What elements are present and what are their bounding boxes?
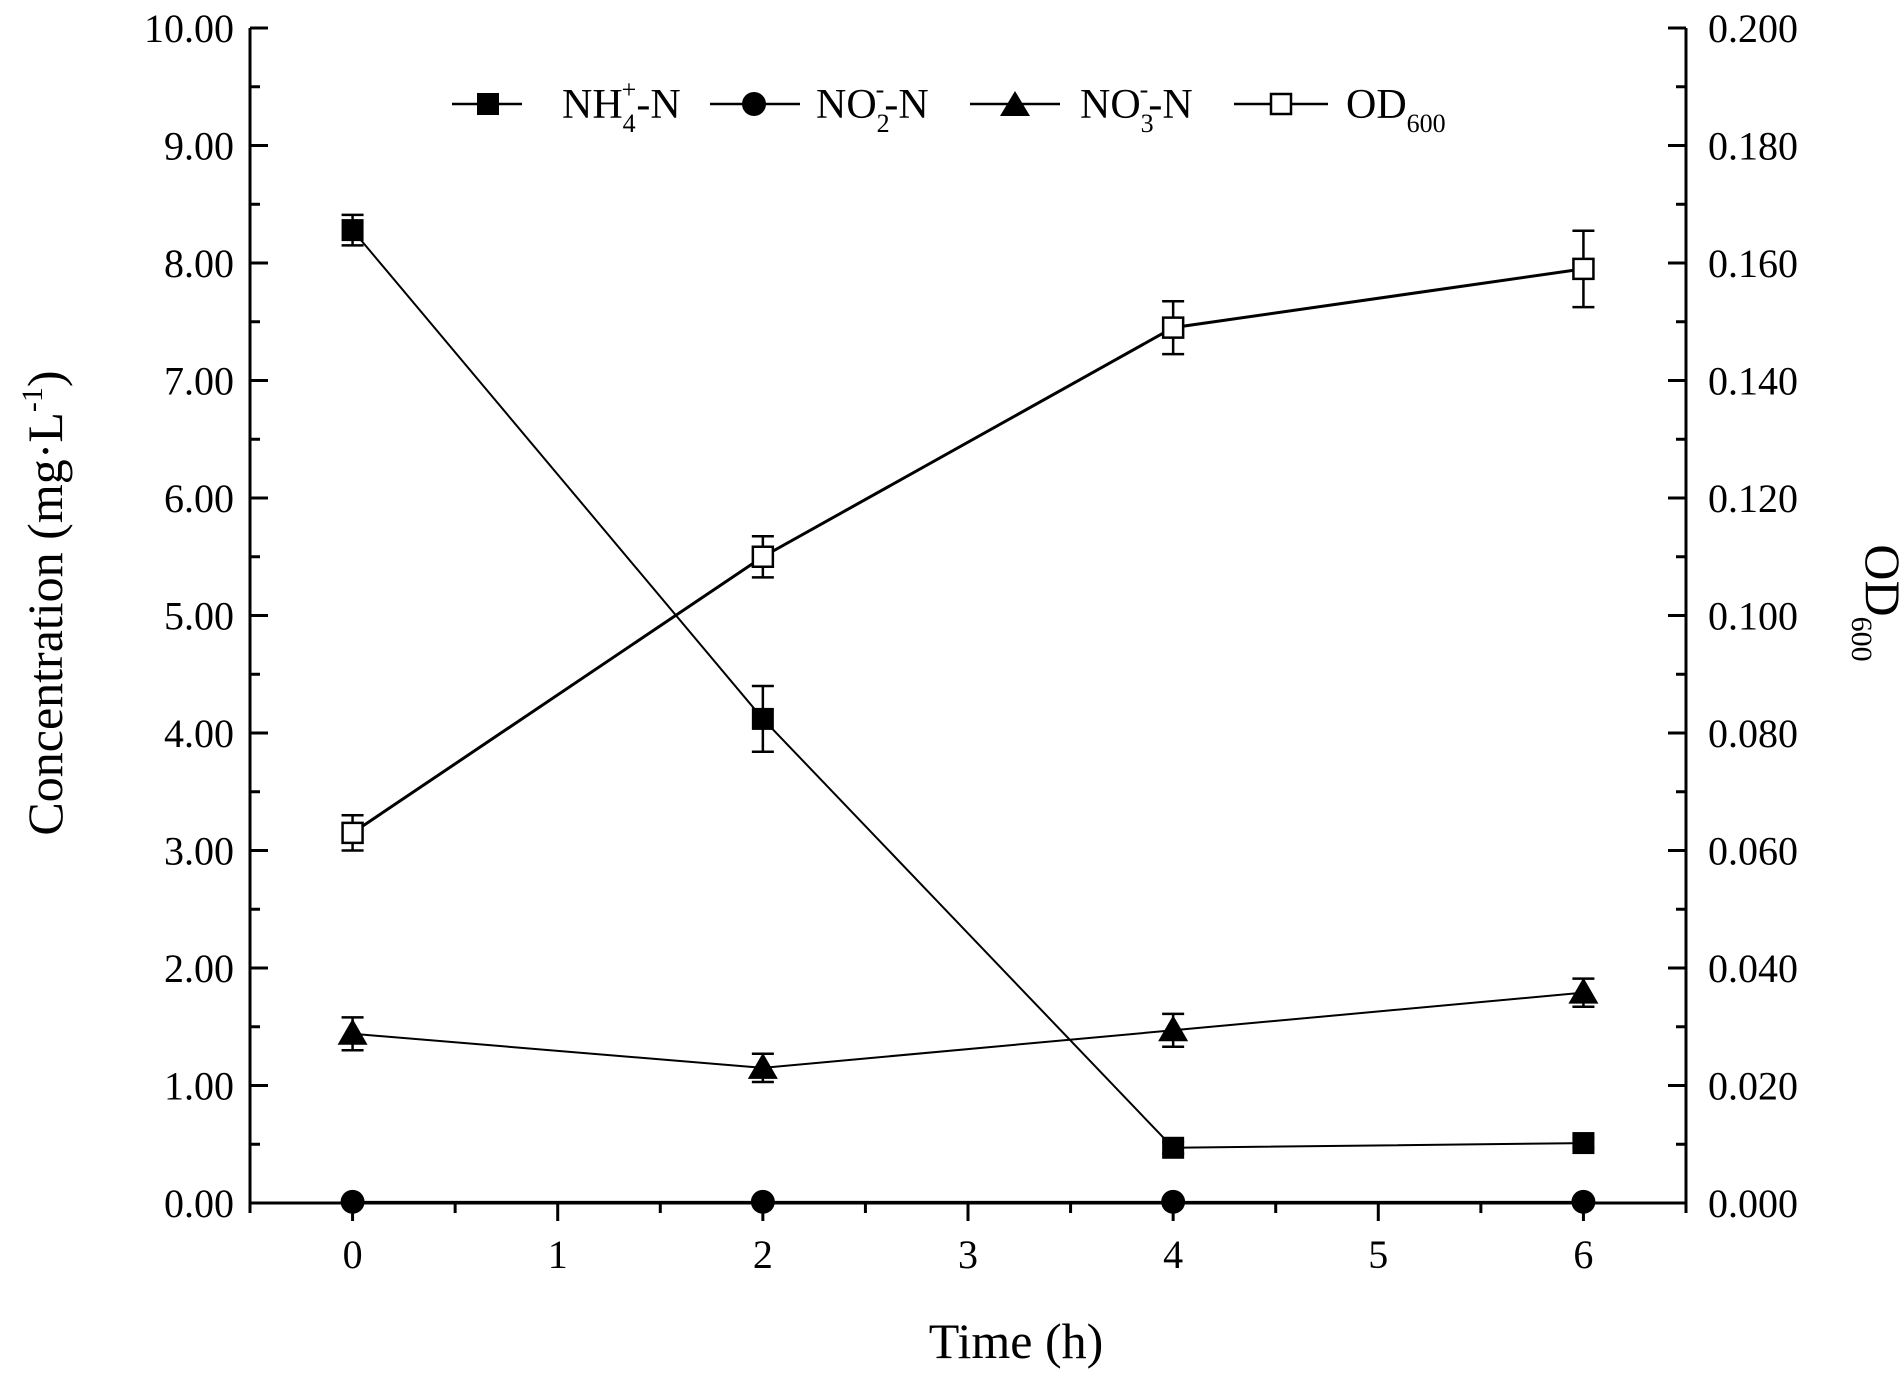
left-axis-title-sup: -1: [16, 387, 49, 412]
legend-marker-od: [1269, 92, 1293, 116]
right-tick-label: 0.060: [1708, 829, 1798, 874]
x-tick-label: 0: [343, 1232, 363, 1277]
left-tick-label: 6.00: [164, 476, 234, 521]
data-point-nh4: [1162, 1136, 1185, 1159]
right-tick-label: 0.200: [1708, 6, 1798, 51]
data-point-od: [1161, 316, 1185, 339]
series-no2: [340, 1189, 1596, 1214]
data-point-nh4: [751, 707, 774, 730]
x-tick-label: 5: [1368, 1232, 1388, 1277]
x-tick-label: 2: [753, 1232, 773, 1277]
right-axis-title-group: OD600: [1845, 544, 1901, 661]
right-tick-label: 0.080: [1708, 711, 1798, 756]
left-tick-label: 2.00: [164, 946, 234, 991]
right-axis-title-main: OD: [1855, 544, 1901, 616]
series-nh4: [341, 213, 1595, 1159]
right-tick-label: 0.000: [1708, 1181, 1798, 1226]
legend-item-no2: NO2--N: [710, 75, 929, 138]
series-no3: [337, 977, 1599, 1084]
x-axis-title: Time (h): [929, 1313, 1104, 1369]
legend-label-nh4: NH4+-N: [562, 75, 681, 138]
data-point-no3: [1158, 1015, 1189, 1042]
left-tick-label: 9.00: [164, 124, 234, 169]
left-tick-label: 5.00: [164, 594, 234, 639]
left-axis-title-group: Concentration (mg·L-1): [16, 370, 73, 835]
series-line-od: [351, 267, 1584, 835]
left-tick-label: 10.00: [144, 6, 234, 51]
legend-item-nh4: NH4+-N: [452, 75, 681, 138]
left-tick-label: 3.00: [164, 829, 234, 874]
legend-label-no3: NO3--N: [1080, 75, 1193, 138]
left-axis-title-close: ): [17, 370, 73, 387]
series-od: [341, 229, 1595, 852]
data-point-od: [1572, 257, 1595, 281]
right-axis-title-sub: 600: [1845, 617, 1878, 662]
right-tick-label: 0.140: [1708, 359, 1798, 404]
legend-marker-nh4: [477, 93, 499, 115]
left-tick-label: 4.00: [164, 711, 234, 756]
data-point-no2: [340, 1189, 365, 1214]
x-tick-label: 3: [958, 1232, 978, 1277]
legend-marker-no3: [1000, 91, 1030, 116]
data-point-od: [341, 821, 364, 845]
legend-label-od: OD600: [1346, 82, 1446, 138]
right-tick-label: 0.100: [1708, 594, 1798, 639]
right-tick-label: 0.040: [1708, 946, 1798, 991]
right-axis-title: OD600: [1845, 544, 1901, 661]
x-tick-label: 6: [1573, 1232, 1593, 1277]
series-line-no3: [352, 991, 1584, 1069]
left-tick-label: 7.00: [164, 359, 234, 404]
series-line-nh4: [351, 229, 1584, 1149]
x-tick-label: 1: [548, 1232, 568, 1277]
left-tick-label: 8.00: [164, 241, 234, 286]
left-axis-title: Concentration (mg·L-1): [16, 370, 73, 835]
left-tick-label: 1.00: [164, 1064, 234, 1109]
series-area: [337, 213, 1599, 1214]
data-point-nh4: [1572, 1132, 1595, 1155]
legend: NH4+-N NO2--N NO3--N OD600: [452, 75, 1446, 138]
data-point-no2: [1161, 1189, 1186, 1214]
data-point-no2: [750, 1189, 775, 1214]
right-tick-label: 0.160: [1708, 241, 1798, 286]
data-point-no3: [747, 1052, 778, 1079]
data-point-no3: [1568, 977, 1599, 1004]
legend-item-no3: NO3--N: [970, 75, 1193, 138]
legend-marker-no2: [742, 92, 766, 116]
data-point-od: [751, 545, 775, 568]
left-tick-label: 0.00: [164, 1181, 234, 1226]
legend-label-no2: NO2--N: [816, 75, 929, 138]
data-point-nh4: [341, 219, 364, 242]
right-tick-label: 0.180: [1708, 124, 1798, 169]
legend-item-od: OD600: [1234, 82, 1446, 138]
data-point-no3: [337, 1018, 368, 1045]
axes: 0 1 2 3 4 5 6 0.00 1.00 2.00 3.00 4.00 5.00 6.00 7.00 8…: [144, 6, 1798, 1277]
data-point-no2: [1571, 1189, 1596, 1214]
left-axis-title-main: Concentration (mg·L: [17, 412, 73, 836]
right-tick-label: 0.120: [1708, 476, 1798, 521]
x-tick-label: 4: [1163, 1232, 1183, 1277]
right-tick-label: 0.020: [1708, 1064, 1798, 1109]
